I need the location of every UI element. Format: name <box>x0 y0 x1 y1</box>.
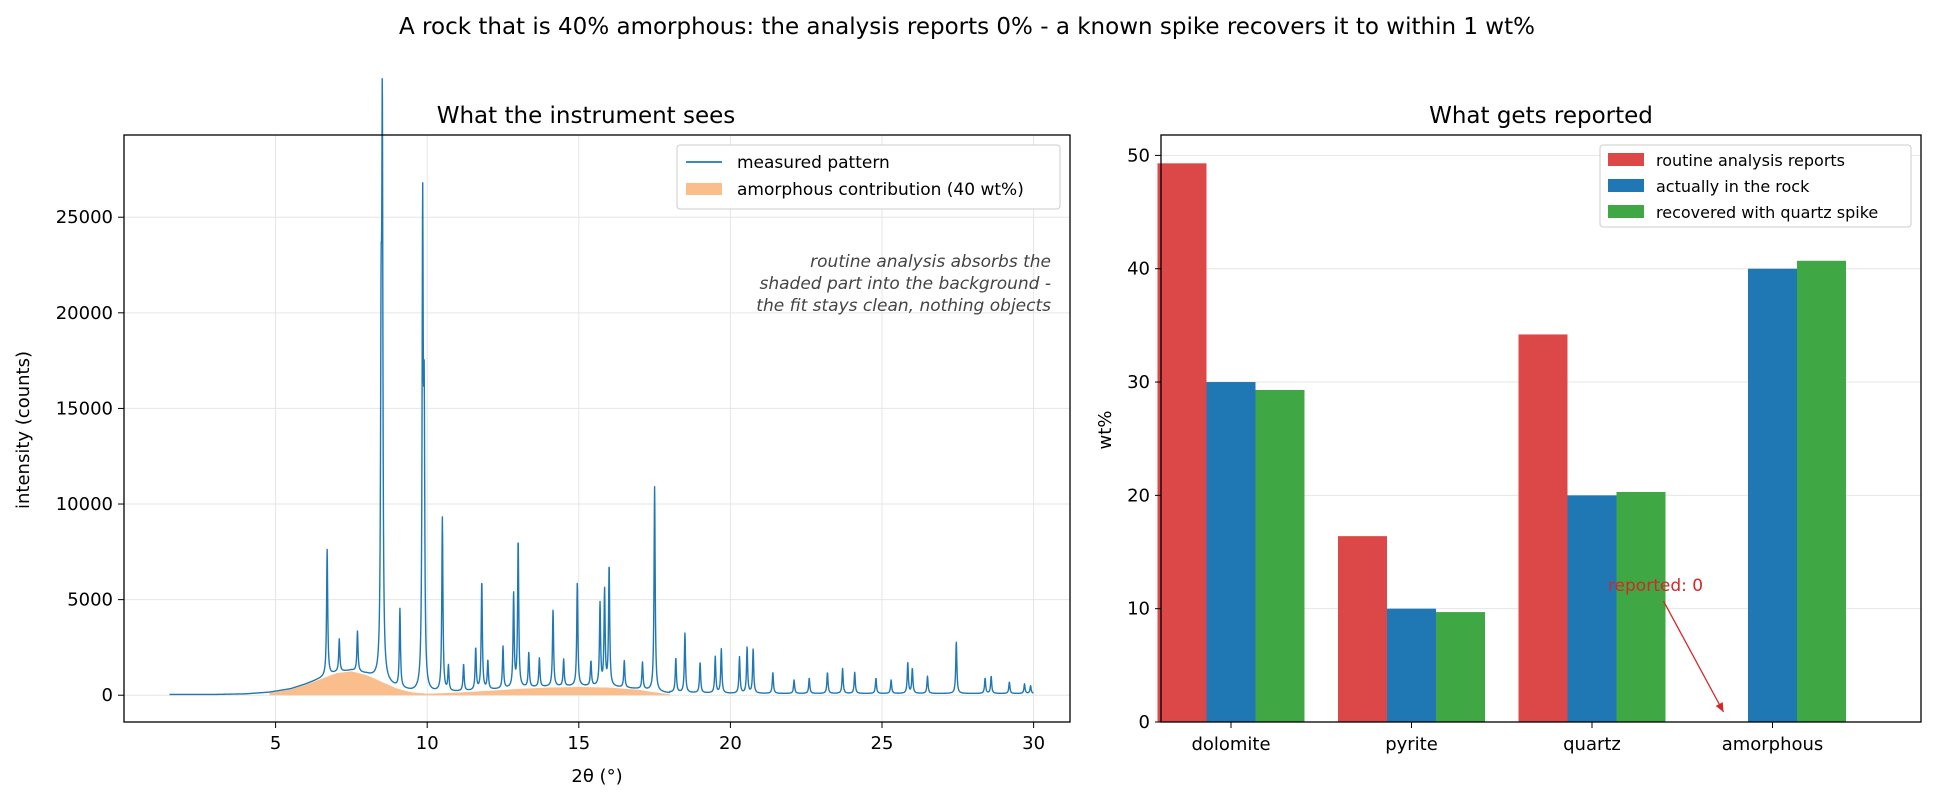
right-ticks: 0 10 20 30 40 50 dolomite pyrite quartz amorphous <box>1127 145 1823 755</box>
right-axes-frame <box>1160 134 1922 723</box>
legend-swatch-1 <box>1608 179 1644 192</box>
measured-pattern-line <box>169 77 1034 696</box>
legend-swatch-0 <box>1608 153 1644 166</box>
left-x-tick-label: 20 <box>719 733 742 754</box>
bar-dolomite-0 <box>1157 163 1207 723</box>
left-y-tick-label: 20000 <box>56 303 113 324</box>
left-x-tick-label: 10 <box>416 733 439 754</box>
bar-dolomite-1 <box>1206 382 1256 722</box>
left-y-tick-label: 10000 <box>56 494 113 515</box>
amorphous-contribution-area <box>269 671 670 696</box>
right-x-tick-label: quartz <box>1563 734 1621 755</box>
left-ticks: 5 10 15 20 25 30 0 5000 10000 15000 20000 25000 <box>56 207 1045 754</box>
right-x-tick-label: amorphous <box>1722 734 1824 755</box>
reported-zero-annotation: reported: 0 <box>1608 576 1703 596</box>
bar-pyrite-2 <box>1436 612 1485 722</box>
right-x-tick-label: dolomite <box>1191 734 1270 755</box>
left-y-axis-label: intensity (counts) <box>13 351 34 509</box>
bar-quartz-0 <box>1518 334 1568 722</box>
left-y-tick-label: 5000 <box>67 590 113 611</box>
right-x-tick-label: pyrite <box>1385 734 1438 755</box>
left-grid <box>124 135 1070 722</box>
left-chart-title: What the instrument sees <box>437 103 736 129</box>
legend-label-measured: measured pattern <box>737 153 890 173</box>
left-x-tick-label: 5 <box>270 733 281 754</box>
right-y-tick-label: 30 <box>1127 372 1150 393</box>
right-legend-box <box>1599 144 1912 228</box>
left-x-tick-label: 25 <box>871 733 894 754</box>
right-y-tick-label: 50 <box>1127 145 1150 166</box>
bar-pyrite-0 <box>1338 536 1387 722</box>
right-y-tick-label: 40 <box>1127 259 1150 280</box>
left-legend: measured pattern amorphous contribution … <box>676 144 1061 210</box>
bar-pyrite-1 <box>1387 608 1436 722</box>
legend-swatch-amorphous <box>686 183 722 195</box>
right-bars <box>1157 163 1846 723</box>
bar-amorphous-2 <box>1797 260 1846 722</box>
right-chart-title: What gets reported <box>1429 103 1653 129</box>
legend-label-1: actually in the rock <box>1656 177 1810 196</box>
bar-quartz-2 <box>1616 491 1666 722</box>
reported-zero-arrowhead <box>1715 702 1724 712</box>
left-axes-frame <box>123 134 1071 723</box>
legend-swatch-2 <box>1608 205 1644 218</box>
figure-suptitle: A rock that is 40% amorphous: the analys… <box>399 14 1535 40</box>
bar-quartz-1 <box>1567 495 1617 722</box>
right-legend: routine analysis reports actually in the … <box>1599 144 1912 228</box>
instrument-chart: What the instrument sees 5 10 15 20 25 30 0 500… <box>13 77 1071 787</box>
left-annotation-line: the fit stays clean, nothing objects <box>756 296 1051 316</box>
left-y-tick-label: 0 <box>102 685 113 706</box>
legend-label-2: recovered with quartz spike <box>1656 203 1878 222</box>
left-y-tick-label: 15000 <box>56 398 113 419</box>
right-y-axis-label: wt% <box>1095 411 1116 450</box>
right-y-tick-label: 20 <box>1127 485 1150 506</box>
left-legend-box <box>676 144 1061 210</box>
left-x-axis-label: 2θ (°) <box>571 766 622 787</box>
left-y-tick-label: 25000 <box>56 207 113 228</box>
left-x-tick-label: 30 <box>1022 733 1045 754</box>
legend-label-amorphous: amorphous contribution (40 wt%) <box>737 180 1024 200</box>
right-y-tick-label: 0 <box>1139 712 1150 733</box>
left-annotation-line: shaded part into the background - <box>760 274 1052 294</box>
reported-zero-arrow <box>1662 600 1725 713</box>
reported-chart: What gets reported reported: 0 0 10 20 30 40… <box>1095 103 1922 755</box>
right-annotation: reported: 0 <box>1608 576 1725 713</box>
left-x-tick-label: 15 <box>567 733 590 754</box>
right-y-tick-label: 10 <box>1127 599 1150 620</box>
legend-label-0: routine analysis reports <box>1656 151 1845 170</box>
left-annotation-line: routine analysis absorbs the <box>810 252 1051 272</box>
left-plot-area <box>169 77 1034 696</box>
bar-dolomite-2 <box>1255 389 1305 722</box>
bar-amorphous-1 <box>1748 268 1797 722</box>
